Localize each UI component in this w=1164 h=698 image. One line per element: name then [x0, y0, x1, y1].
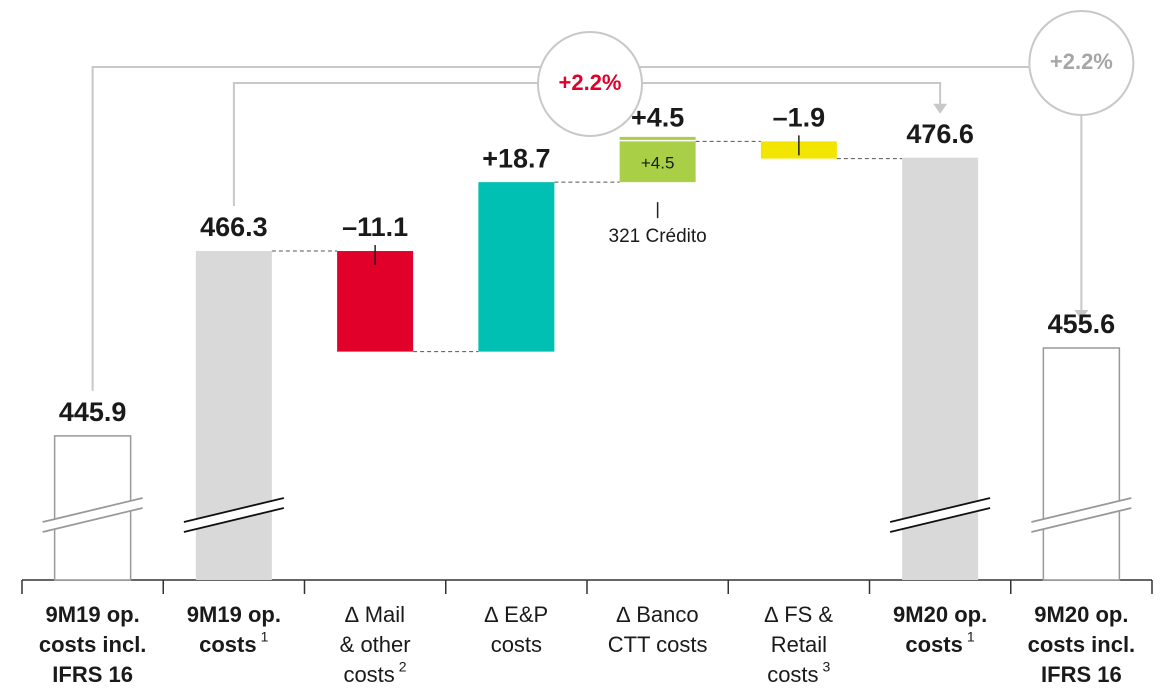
axis-break: [42, 498, 143, 532]
category-label: ∆ Banco: [617, 602, 699, 627]
category-label: IFRS 16: [52, 662, 133, 687]
value-label: 466.3: [200, 212, 268, 242]
value-label: +4.5: [631, 103, 684, 133]
category-label: 9M20 op.: [1034, 602, 1128, 627]
value-label: –11.1: [342, 212, 408, 242]
value-label: 455.6: [1048, 309, 1116, 339]
category-label: costs: [343, 662, 394, 687]
bar: [1042, 347, 1121, 581]
axis-break: [183, 507, 285, 533]
annotation: 321 Crédito: [609, 226, 707, 247]
category-label: ∆ E&P: [485, 602, 549, 627]
axis-break: [889, 497, 991, 523]
category-label: costs: [905, 632, 962, 657]
category-label: 9M19 op.: [46, 602, 140, 627]
category-label: IFRS 16: [1041, 662, 1122, 687]
category-label: costs incl.: [39, 632, 147, 657]
axis-break: [42, 507, 143, 533]
footnote-mark: 1: [261, 629, 269, 645]
value-label: 476.6: [906, 119, 974, 149]
bar: [337, 251, 414, 352]
category-label: ∆ Mail: [345, 602, 405, 627]
category-label: 9M19 op.: [187, 602, 281, 627]
axis-break: [1031, 507, 1132, 533]
growth-arrow: [1074, 310, 1089, 320]
growth-bubble: [537, 31, 643, 137]
bar: [478, 182, 555, 352]
axis-break: [183, 497, 285, 523]
category-label: ∆ FS &: [765, 602, 834, 627]
category-label: 9M20 op.: [893, 602, 987, 627]
bar: [619, 141, 696, 183]
axis-break: [1031, 497, 1132, 523]
growth-arrow: [933, 103, 948, 114]
footnote-mark: 2: [399, 659, 407, 675]
growth-label: +2.2%: [559, 70, 622, 95]
category-label: costs: [199, 632, 256, 657]
value-label: 445.9: [59, 397, 127, 427]
axis-break: [183, 498, 284, 532]
category-label: & other: [340, 632, 411, 657]
growth-label: +2.2%: [1050, 49, 1113, 74]
axis-break: [889, 507, 991, 533]
axis-break: [890, 498, 991, 532]
category-label: costs: [491, 632, 542, 657]
bar: [195, 251, 272, 580]
footnote-mark: 1: [967, 629, 975, 645]
category-label: Retail: [771, 632, 827, 657]
footnote-mark: 3: [823, 659, 831, 675]
inner-label: +4.5: [641, 153, 675, 172]
axis-break: [42, 497, 143, 523]
growth-bubble: [1028, 10, 1135, 116]
value-label: –1.9: [773, 103, 826, 133]
axis-break: [1031, 498, 1132, 532]
category-label: CTT costs: [608, 632, 708, 657]
value-label: +18.7: [482, 143, 550, 173]
category-label: costs: [767, 662, 818, 687]
category-label: costs incl.: [1028, 632, 1136, 657]
